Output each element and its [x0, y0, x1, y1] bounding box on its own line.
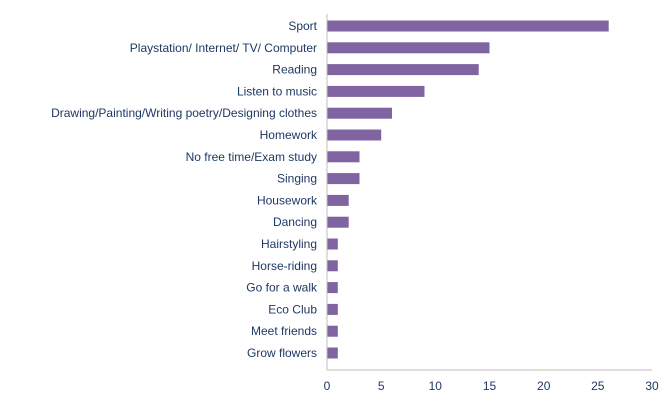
bar-9 [327, 217, 349, 228]
x-tick-label-6: 30 [645, 379, 659, 393]
x-tick-label-3: 15 [483, 379, 497, 393]
category-label-1: Playstation/ Internet/ TV/ Computer [130, 41, 317, 55]
category-label-0: Sport [288, 19, 317, 33]
bar-4 [327, 108, 392, 119]
x-tick-label-2: 10 [429, 379, 443, 393]
bar-8 [327, 195, 349, 206]
category-label-2: Reading [272, 63, 317, 77]
category-label-14: Meet friends [251, 324, 317, 338]
bar-0 [327, 21, 609, 32]
x-tick-label-1: 5 [378, 379, 385, 393]
bar-2 [327, 64, 479, 75]
category-label-4: Drawing/Painting/Writing poetry/Designin… [51, 106, 317, 120]
bars-group [327, 21, 609, 359]
bar-7 [327, 173, 360, 184]
x-tick-label-5: 25 [591, 379, 605, 393]
bar-5 [327, 130, 381, 141]
category-label-13: Eco Club [268, 302, 317, 316]
x-tick-label-4: 20 [537, 379, 551, 393]
bar-6 [327, 151, 360, 162]
category-label-6: No free time/Exam study [186, 150, 317, 164]
bar-3 [327, 86, 425, 97]
value-tick-labels: 0 5 10 15 20 25 30 [324, 379, 659, 393]
bar-12 [327, 282, 338, 293]
category-labels: Sport Playstation/ Internet/ TV/ Computer… [51, 19, 318, 360]
category-label-11: Horse-riding [252, 259, 317, 273]
category-label-9: Dancing [273, 215, 317, 229]
x-tick-label-0: 0 [324, 379, 331, 393]
category-label-3: Listen to music [237, 84, 317, 98]
bar-14 [327, 326, 338, 337]
bar-15 [327, 348, 338, 359]
category-label-5: Homework [260, 128, 318, 142]
category-label-15: Grow flowers [247, 346, 317, 360]
category-label-7: Singing [277, 172, 317, 186]
category-label-12: Go for a walk [246, 281, 318, 295]
bar-1 [327, 42, 490, 53]
bar-11 [327, 260, 338, 271]
category-label-8: Housework [257, 193, 318, 207]
category-label-10: Hairstyling [261, 237, 317, 251]
bar-13 [327, 304, 338, 315]
bar-10 [327, 239, 338, 250]
